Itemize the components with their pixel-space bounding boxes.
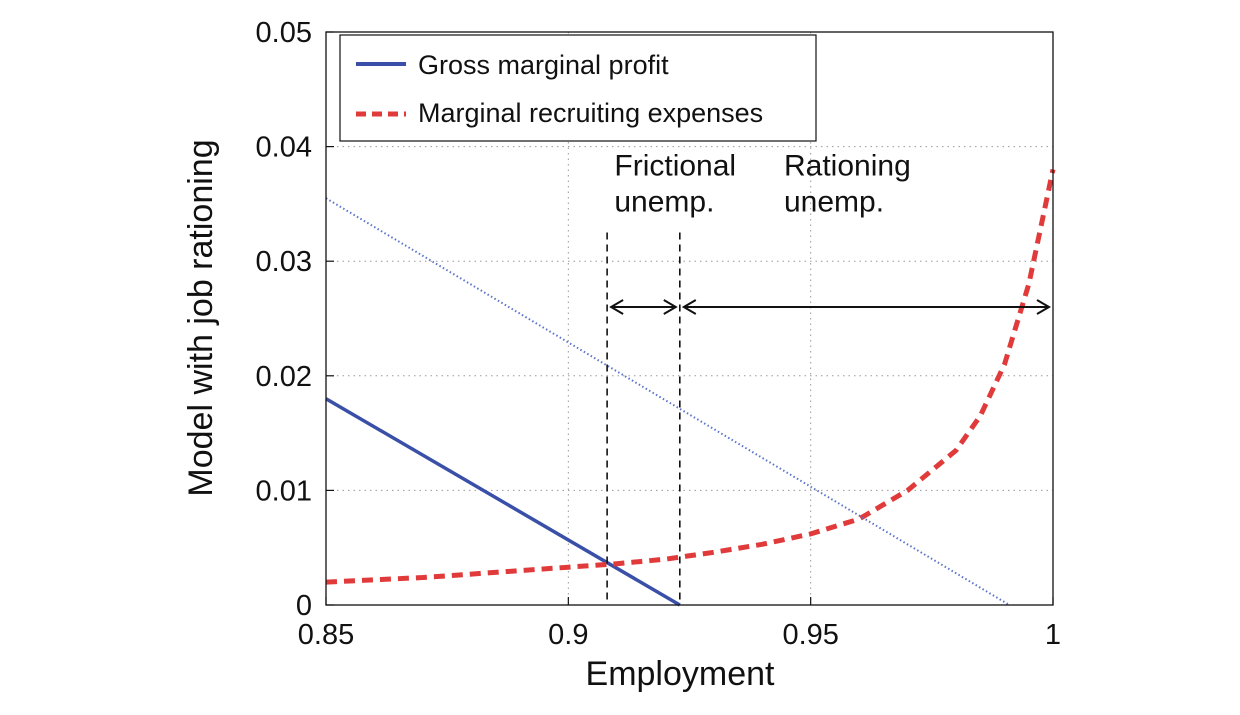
y-tick-label: 0.04: [256, 132, 312, 164]
y-tick-label: 0.01: [256, 475, 312, 507]
x-tick-label: 0.95: [782, 619, 838, 651]
rationing-unemp-annotation-line: Rationing: [784, 149, 911, 182]
frictional-arrow-head-right: [663, 299, 678, 315]
frictional-arrow-head-left: [609, 299, 624, 315]
x-tick-label: 0.9: [548, 619, 588, 651]
plot-frame: [325, 31, 1054, 606]
legend-label-marginal-recruiting-expenses: Marginal recruiting expenses: [418, 98, 763, 128]
marginal-recruiting-expenses-line: [325, 168, 1056, 585]
rationing-arrow-head-left: [681, 299, 697, 315]
legend: Gross marginal profit Marginal recruitin…: [339, 34, 817, 142]
series-layer: [325, 168, 1056, 607]
frictional-unemp-annotation-line: unemp.: [614, 185, 714, 218]
legend-label-gross-marginal-profit: Gross marginal profit: [418, 50, 669, 80]
grid: [326, 32, 1053, 605]
y-tick-label: 0: [296, 590, 312, 622]
y-axis-label: Model with job rationing: [182, 139, 220, 496]
annotation-layer: Frictional unemp.Rationing unemp.: [614, 149, 910, 218]
x-tick-label: 1: [1045, 619, 1061, 651]
marker-layer: [606, 232, 1051, 605]
rationing-unemp-annotation-line: unemp.: [784, 185, 884, 218]
y-tick-label: 0.02: [256, 361, 312, 393]
dotted-reference-line: [325, 197, 1010, 606]
legend-box: [339, 34, 817, 142]
y-tick-label: 0.05: [256, 17, 312, 49]
frictional-unemp-annotation: Frictional unemp.: [614, 149, 736, 218]
frictional-unemp-annotation-line: Frictional: [614, 149, 736, 182]
gross-marginal-profit-line: [325, 397, 681, 607]
x-tick-label: 0.85: [298, 619, 354, 651]
x-axis-label: Employment: [586, 655, 776, 693]
rationing-arrow-head-right: [1036, 299, 1051, 315]
rationing-unemp-annotation: Rationing unemp.: [784, 149, 911, 218]
y-tick-label: 0.03: [256, 246, 312, 278]
ticks: 0.85 0.9 0.95 1 0 0.01 0.02 0.03 0.04 0.05: [256, 17, 1062, 651]
